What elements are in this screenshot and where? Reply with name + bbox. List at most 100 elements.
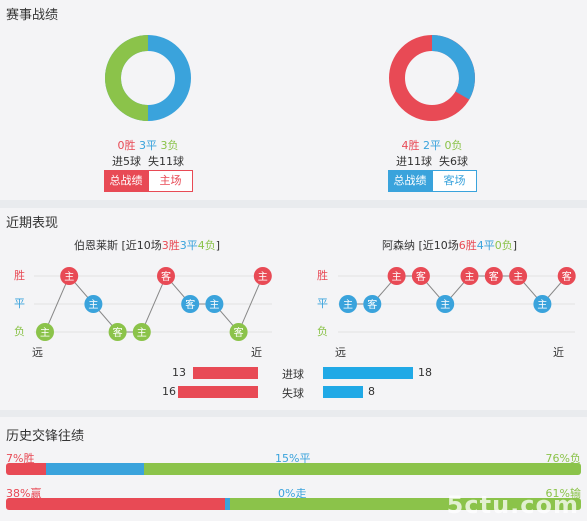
history-win-pct: 7%胜 xyxy=(6,452,35,465)
away-draw-count: 2平 xyxy=(423,139,441,152)
history-draw-segment xyxy=(46,463,144,475)
home-recent-title: 伯恩莱斯 [近10场3胜3平4负] xyxy=(74,239,221,252)
away-conceded-value: 8 xyxy=(368,385,375,398)
history-loss-pct: 76%负 xyxy=(545,452,581,465)
history-result-bar xyxy=(6,463,581,475)
near-label: 近 xyxy=(251,346,262,359)
form-point-venue-label: 客 xyxy=(562,270,572,283)
home-record: 0胜 3平 3负 xyxy=(100,137,196,153)
form-point xyxy=(205,295,224,313)
home-donut-chart xyxy=(105,35,191,121)
home-total-button[interactable]: 总战绩 xyxy=(104,170,148,192)
away-donut-chart xyxy=(389,35,475,121)
y-label-win: 胜 xyxy=(317,268,328,282)
form-point xyxy=(339,295,357,313)
home-venue-button[interactable]: 主场 xyxy=(148,170,193,192)
form-point-venue-label: 主 xyxy=(137,327,147,339)
history-loss-segment xyxy=(144,463,581,475)
history-draw-pct: 15%平 xyxy=(275,452,311,465)
history-handicap-push-segment xyxy=(224,498,231,510)
history-handicap-loss-pct: 61%输 xyxy=(545,487,581,500)
form-point-venue-label: 客 xyxy=(161,270,171,283)
form-point xyxy=(411,267,430,285)
form-point-venue-label: 主 xyxy=(209,299,219,311)
home-conceded-value: 16 xyxy=(162,385,176,398)
section-title: 历史交锋往绩 xyxy=(6,429,85,444)
away-scored-value: 18 xyxy=(418,366,432,379)
home-loss-count: 3负 xyxy=(160,139,179,152)
away-scored-bar xyxy=(323,367,413,379)
home-win-count: 0胜 xyxy=(117,139,136,152)
away-loss-count: 0负 xyxy=(444,139,463,152)
conceded-label: 失球 xyxy=(282,387,304,400)
home-draw-count: 3平 xyxy=(139,139,157,152)
form-point xyxy=(436,295,455,313)
form-point xyxy=(363,295,382,313)
history-handicap-win-pct: 38%赢 xyxy=(6,487,42,500)
history-handicap-bar xyxy=(6,498,581,510)
history-win-segment xyxy=(6,463,47,475)
form-point xyxy=(460,267,479,285)
form-line xyxy=(44,275,264,333)
form-point-venue-label: 主 xyxy=(392,271,402,283)
form-point-venue-label: 主 xyxy=(343,299,353,311)
form-point-venue-label: 客 xyxy=(185,298,195,311)
history-handicap-loss-segment xyxy=(230,498,581,510)
away-record: 4胜 2平 0负 xyxy=(384,137,480,153)
section-title: 近期表现 xyxy=(6,216,59,231)
away-form-chart: 胜 平 负 主客主 客主主客主主客 远 近 xyxy=(317,267,576,359)
watermark: 5ctu.com xyxy=(446,491,579,519)
near-label: 近 xyxy=(553,346,564,359)
y-label-draw: 平 xyxy=(317,297,328,310)
recent-section: 近期表现 伯恩莱斯 [近10场3胜3平4负] 阿森纳 [近10场6胜4平0负] … xyxy=(0,208,587,410)
form-point xyxy=(229,323,248,341)
form-point-venue-label: 主 xyxy=(88,299,98,311)
away-win-count: 4胜 xyxy=(401,139,420,152)
history-section: 历史交锋往绩 7%胜 15%平 76%负 38%赢 0%走 61%输 5ctu.… xyxy=(0,417,587,521)
form-point xyxy=(557,267,576,285)
form-point-venue-label: 客 xyxy=(367,298,377,311)
away-donut-draw-slice xyxy=(431,35,475,100)
y-label-win: 胜 xyxy=(14,268,25,282)
form-line xyxy=(348,275,568,305)
section-title: 赛事战绩 xyxy=(6,8,59,23)
form-point xyxy=(157,267,175,285)
form-point-venue-label: 主 xyxy=(465,271,475,283)
record-section: 赛事战绩 0胜 3平 3负 进5球 失11球 总战绩 主场 4胜 2平 0负 进… xyxy=(0,0,587,200)
form-point-venue-label: 主 xyxy=(64,271,74,283)
form-point-venue-label: 客 xyxy=(113,326,123,339)
history-handicap-win-segment xyxy=(6,498,225,510)
form-point xyxy=(108,323,127,341)
form-point-venue-label: 主 xyxy=(258,271,268,283)
home-scored-value: 13 xyxy=(172,366,186,379)
form-point xyxy=(533,295,552,313)
y-label-draw: 平 xyxy=(14,297,25,310)
form-point xyxy=(181,295,200,313)
away-goals: 进11球 失6球 xyxy=(396,155,468,168)
form-point-venue-label: 客 xyxy=(234,326,244,339)
goals-label: 进球 xyxy=(282,368,304,381)
form-point-venue-label: 主 xyxy=(537,299,547,311)
form-point xyxy=(253,267,272,285)
form-point xyxy=(387,267,406,285)
away-recent-title: 阿森纳 [近10场6胜4平0负] xyxy=(382,239,518,252)
home-scored-bar xyxy=(193,367,258,379)
y-label-loss: 负 xyxy=(317,324,328,338)
home-goals: 进5球 失11球 xyxy=(112,155,184,168)
form-point xyxy=(36,323,54,341)
form-point-venue-label: 客 xyxy=(489,270,499,283)
form-point-venue-label: 主 xyxy=(40,327,50,339)
form-point xyxy=(132,323,151,341)
home-donut-loss-slice xyxy=(105,35,149,121)
away-total-button[interactable]: 总战绩 xyxy=(388,170,432,192)
form-point xyxy=(60,267,79,285)
away-venue-button[interactable]: 客场 xyxy=(432,170,477,192)
far-label: 远 xyxy=(32,346,43,359)
form-point xyxy=(509,267,528,285)
form-point-venue-label: 主 xyxy=(440,299,450,311)
form-point xyxy=(484,267,503,285)
away-conceded-bar xyxy=(323,386,363,398)
form-point-venue-label: 主 xyxy=(513,271,523,283)
y-label-loss: 负 xyxy=(14,324,25,338)
